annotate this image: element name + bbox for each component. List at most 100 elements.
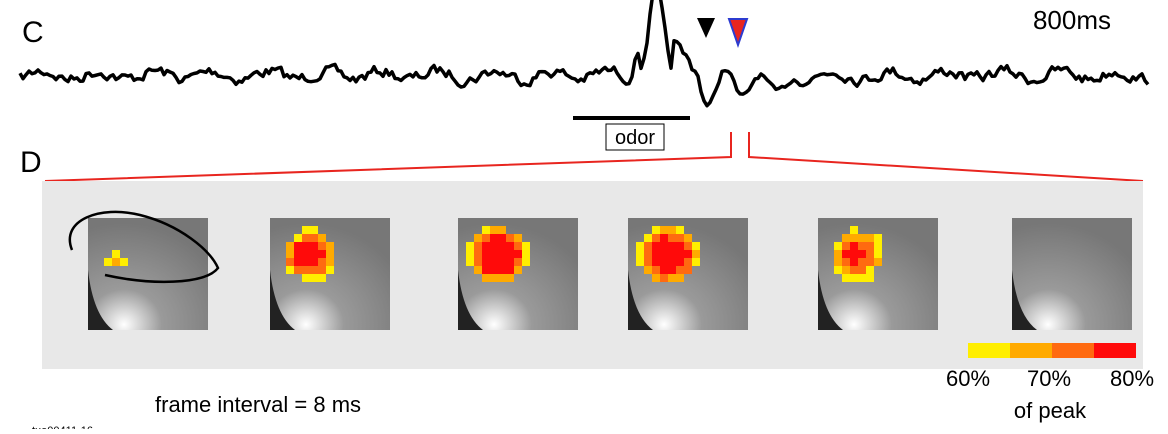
activity-pixel bbox=[302, 250, 310, 258]
figure: C 800ms odor D 60% 70% 80% of peak frame… bbox=[0, 0, 1168, 429]
activity-pixel bbox=[842, 274, 850, 282]
activity-pixel bbox=[112, 250, 120, 258]
activity-pixel bbox=[850, 242, 858, 250]
activity-pixel bbox=[474, 242, 482, 250]
activity-pixel bbox=[318, 250, 326, 258]
activity-pixel bbox=[482, 234, 490, 242]
activity-pixel bbox=[636, 242, 644, 250]
activity-pixel bbox=[482, 274, 490, 282]
zoom-line bbox=[749, 132, 1143, 181]
activity-pixel bbox=[676, 234, 684, 242]
activity-pixel bbox=[676, 258, 684, 266]
activity-pixel bbox=[522, 250, 530, 258]
activity-pixel bbox=[850, 250, 858, 258]
activity-pixel bbox=[506, 250, 514, 258]
colorbar-label: 80% bbox=[1110, 366, 1154, 391]
activity-pixel bbox=[850, 266, 858, 274]
panel-label: C bbox=[22, 16, 44, 49]
activity-pixel bbox=[636, 258, 644, 266]
activity-pixel bbox=[318, 266, 326, 274]
activity-pixel bbox=[310, 258, 318, 266]
activity-pixel bbox=[104, 258, 112, 266]
activity-pixel bbox=[652, 266, 660, 274]
file-id: tue00411-16 bbox=[32, 425, 93, 429]
activity-pixel bbox=[834, 258, 842, 266]
activity-pixel bbox=[112, 258, 120, 266]
activity-pixel bbox=[482, 266, 490, 274]
activity-pixel bbox=[652, 258, 660, 266]
activity-pixel bbox=[490, 274, 498, 282]
activity-pixel bbox=[474, 266, 482, 274]
activity-pixel bbox=[318, 258, 326, 266]
marker-red bbox=[729, 19, 747, 45]
activity-pixel bbox=[834, 250, 842, 258]
activity-pixel bbox=[498, 258, 506, 266]
frame-image bbox=[1012, 218, 1132, 330]
activity-pixel bbox=[318, 242, 326, 250]
activity-pixel bbox=[310, 274, 318, 282]
activity-pixel bbox=[652, 274, 660, 282]
activity-pixel bbox=[474, 258, 482, 266]
activity-pixel bbox=[692, 250, 700, 258]
frame-interval: frame interval = 8 ms bbox=[155, 392, 361, 417]
activity-pixel bbox=[636, 250, 644, 258]
activity-pixel bbox=[692, 258, 700, 266]
panel-label: D bbox=[20, 146, 42, 179]
activity-pixel bbox=[676, 266, 684, 274]
activity-pixel bbox=[506, 274, 514, 282]
activity-pixel bbox=[660, 266, 668, 274]
activity-pixel bbox=[120, 258, 128, 266]
activity-pixel bbox=[326, 242, 334, 250]
activity-pixel bbox=[474, 250, 482, 258]
activity-pixel bbox=[858, 274, 866, 282]
activity-pixel bbox=[874, 258, 882, 266]
activity-pixel bbox=[482, 250, 490, 258]
activity-pixel bbox=[506, 266, 514, 274]
activity-pixel bbox=[858, 242, 866, 250]
activity-pixel bbox=[490, 258, 498, 266]
activity-pixel bbox=[294, 234, 302, 242]
activity-pixel bbox=[286, 242, 294, 250]
activity-pixel bbox=[490, 250, 498, 258]
colorbar-segment bbox=[1052, 343, 1094, 358]
activity-pixel bbox=[302, 266, 310, 274]
signal-trace bbox=[20, 0, 1148, 106]
activity-pixel bbox=[652, 234, 660, 242]
activity-pixel bbox=[318, 234, 326, 242]
activity-pixel bbox=[858, 234, 866, 242]
activity-pixel bbox=[466, 250, 474, 258]
activity-pixel bbox=[644, 266, 652, 274]
activity-pixel bbox=[850, 226, 858, 234]
activity-pixel bbox=[676, 274, 684, 282]
activity-pixel bbox=[676, 242, 684, 250]
activity-pixel bbox=[310, 250, 318, 258]
activity-pixel bbox=[294, 258, 302, 266]
activity-pixel bbox=[660, 274, 668, 282]
activity-pixel bbox=[866, 234, 874, 242]
activity-pixel bbox=[842, 242, 850, 250]
activity-pixel bbox=[482, 226, 490, 234]
activity-pixel bbox=[668, 266, 676, 274]
activity-pixel bbox=[668, 250, 676, 258]
activity-pixel bbox=[498, 242, 506, 250]
activity-pixel bbox=[850, 274, 858, 282]
activity-pixel bbox=[490, 234, 498, 242]
activity-pixel bbox=[850, 258, 858, 266]
activity-pixel bbox=[466, 242, 474, 250]
activity-pixel bbox=[660, 234, 668, 242]
activity-pixel bbox=[676, 250, 684, 258]
activity-pixel bbox=[684, 258, 692, 266]
activity-pixel bbox=[302, 234, 310, 242]
marker-black bbox=[697, 18, 715, 38]
odor-label: odor bbox=[615, 127, 655, 149]
activity-pixel bbox=[514, 234, 522, 242]
activity-pixel bbox=[514, 250, 522, 258]
activity-pixel bbox=[684, 242, 692, 250]
activity-pixel bbox=[660, 258, 668, 266]
activity-pixel bbox=[874, 250, 882, 258]
activity-pixel bbox=[310, 242, 318, 250]
activity-pixel bbox=[286, 266, 294, 274]
activity-pixel bbox=[498, 266, 506, 274]
activity-pixel bbox=[302, 258, 310, 266]
activity-pixel bbox=[652, 242, 660, 250]
